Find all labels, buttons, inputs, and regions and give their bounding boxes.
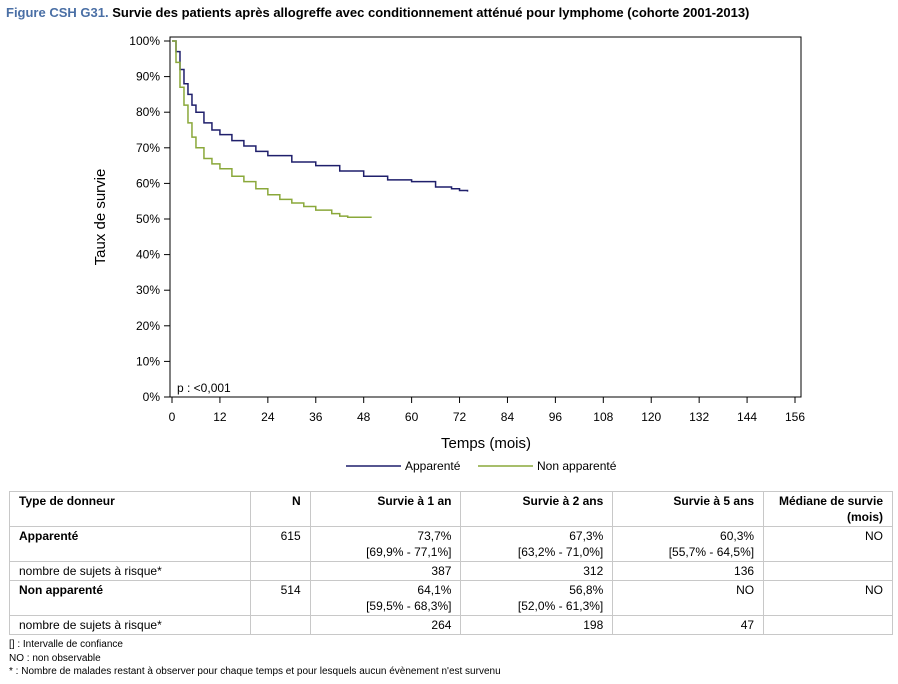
- x-tick-label: 144: [737, 410, 757, 424]
- table-row: Apparenté 615 73,7% [69,9% - 77,1%] 67,3%…: [9, 526, 893, 562]
- confidence-interval: [63,2% - 71,0%]: [517, 545, 604, 559]
- y-tick-label: 40%: [136, 248, 160, 262]
- n-cell: 615: [249, 526, 311, 562]
- col-header-n: N: [249, 491, 311, 527]
- y-tick-label: 100%: [129, 34, 160, 48]
- donor-type-cell: Apparenté: [9, 526, 251, 562]
- survival-value: 56,8%: [569, 583, 604, 597]
- empty-cell: [249, 615, 311, 635]
- x-tick-label: 120: [641, 410, 661, 424]
- survival-curve-non-apparente: [172, 40, 372, 218]
- x-tick-label: 36: [309, 410, 323, 424]
- survival-5y-cell: NO: [612, 580, 765, 616]
- y-tick-label: 90%: [136, 70, 160, 84]
- empty-cell: [763, 615, 893, 635]
- survival-1y-cell: 64,1% [59,5% - 68,3%]: [309, 580, 462, 616]
- col-header-donor-type: Type de donneur: [9, 491, 251, 527]
- empty-cell: [763, 561, 893, 581]
- footnote-no: NO : non observable: [9, 652, 101, 664]
- x-tick-label: 96: [549, 410, 563, 424]
- p-value-annotation: p : <0,001: [177, 381, 231, 395]
- survival-curves: [172, 40, 469, 218]
- survival-value: NO: [736, 583, 755, 597]
- x-tick-label: 84: [501, 410, 515, 424]
- x-tick-label: 156: [785, 410, 805, 424]
- at-risk-1y: 264: [309, 615, 462, 635]
- survival-1y-cell: 73,7% [69,9% - 77,1%]: [309, 526, 462, 562]
- footnotes: [] : Intervalle de confiance NO : non ob…: [9, 638, 501, 679]
- x-tick-label: 108: [593, 410, 613, 424]
- table-header-row: Type de donneur N Survie à 1 an Survie à…: [9, 491, 893, 527]
- y-tick-label: 10%: [136, 354, 160, 368]
- at-risk-5y: 47: [612, 615, 765, 635]
- at-risk-label: nombre de sujets à risque*: [9, 561, 251, 581]
- survival-value: 60,3%: [720, 529, 755, 543]
- donor-type-cell: Non apparenté: [9, 580, 251, 616]
- legend-label-apparente: Apparenté: [405, 459, 461, 473]
- table-row-at-risk: nombre de sujets à risque* 387 312 136: [9, 561, 893, 581]
- figure-title-text: Survie des patients après allogreffe ave…: [112, 5, 750, 20]
- x-tick-label: 48: [357, 410, 371, 424]
- y-tick-label: 80%: [136, 105, 160, 119]
- x-tick-label: 0: [169, 410, 176, 424]
- survival-value: 64,1%: [417, 583, 452, 597]
- x-tick-label: 132: [689, 410, 709, 424]
- x-tick-label: 60: [405, 410, 419, 424]
- y-tick-label: 20%: [136, 319, 160, 333]
- y-tick-label: 70%: [136, 141, 160, 155]
- survival-chart: 0% 10% 20% 30% 40% 50% 60% 70% 80% 90% 100% 0 12 24 3…: [92, 34, 805, 473]
- col-header-survival-1y: Survie à 1 an: [309, 491, 462, 527]
- survival-5y-cell: 60,3% [55,7% - 64,5%]: [612, 526, 765, 562]
- figure-label: Figure CSH G31.: [6, 5, 109, 20]
- survival-2y-cell: 67,3% [63,2% - 71,0%]: [460, 526, 614, 562]
- plot-frame: [169, 36, 802, 398]
- x-tick-label: 72: [453, 410, 467, 424]
- y-axis: 0% 10% 20% 30% 40% 50% 60% 70% 80% 90% 100%: [129, 34, 170, 404]
- y-axis-title: Taux de survie: [92, 169, 109, 266]
- col-header-survival-5y: Survie à 5 ans: [612, 491, 765, 527]
- confidence-interval: [52,0% - 61,3%]: [517, 599, 604, 613]
- survival-value: 73,7%: [417, 529, 452, 543]
- at-risk-2y: 198: [460, 615, 614, 635]
- table-row-at-risk: nombre de sujets à risque* 264 198 47: [9, 615, 893, 635]
- empty-cell: [249, 561, 311, 581]
- y-tick-label: 0%: [143, 390, 161, 404]
- x-tick-label: 12: [213, 410, 227, 424]
- footnote-at-risk: * : Nombre de malades restant à observer…: [9, 666, 501, 677]
- at-risk-5y: 136: [612, 561, 765, 581]
- n-cell: 514: [249, 580, 311, 616]
- median-cell: NO: [763, 526, 893, 562]
- x-tick-label: 24: [261, 410, 275, 424]
- y-tick-label: 50%: [136, 212, 160, 226]
- table-row: Non apparenté 514 64,1% [59,5% - 68,3%] 5…: [9, 580, 893, 616]
- survival-curve-apparente: [172, 40, 469, 192]
- y-tick-label: 30%: [136, 283, 160, 297]
- x-axis-title: Temps (mois): [441, 435, 531, 452]
- at-risk-1y: 387: [309, 561, 462, 581]
- col-header-survival-2y: Survie à 2 ans: [460, 491, 614, 527]
- col-header-median: Médiane de survie (mois): [763, 491, 893, 527]
- footnote-ci: [] : Intervalle de confiance: [9, 639, 123, 650]
- confidence-interval: [69,9% - 77,1%]: [366, 545, 452, 559]
- at-risk-label: nombre de sujets à risque*: [9, 615, 251, 635]
- x-axis: 0 12 24 36 48 60 72 84 96 108 120 132 144 156: [169, 397, 805, 424]
- median-cell: NO: [763, 580, 893, 616]
- survival-2y-cell: 56,8% [52,0% - 61,3%]: [460, 580, 614, 616]
- figure-title: Figure CSH G31. Survie des patients aprè…: [6, 5, 749, 20]
- at-risk-2y: 312: [460, 561, 614, 581]
- y-tick-label: 60%: [136, 176, 160, 190]
- survival-value: 67,3%: [569, 529, 604, 543]
- confidence-interval: [55,7% - 64,5%]: [668, 545, 755, 559]
- survival-table: Type de donneur N Survie à 1 an Survie à…: [9, 491, 893, 635]
- legend: Apparenté Non apparenté: [346, 459, 617, 473]
- confidence-interval: [59,5% - 68,3%]: [366, 599, 452, 613]
- legend-label-non-apparente: Non apparenté: [537, 459, 617, 473]
